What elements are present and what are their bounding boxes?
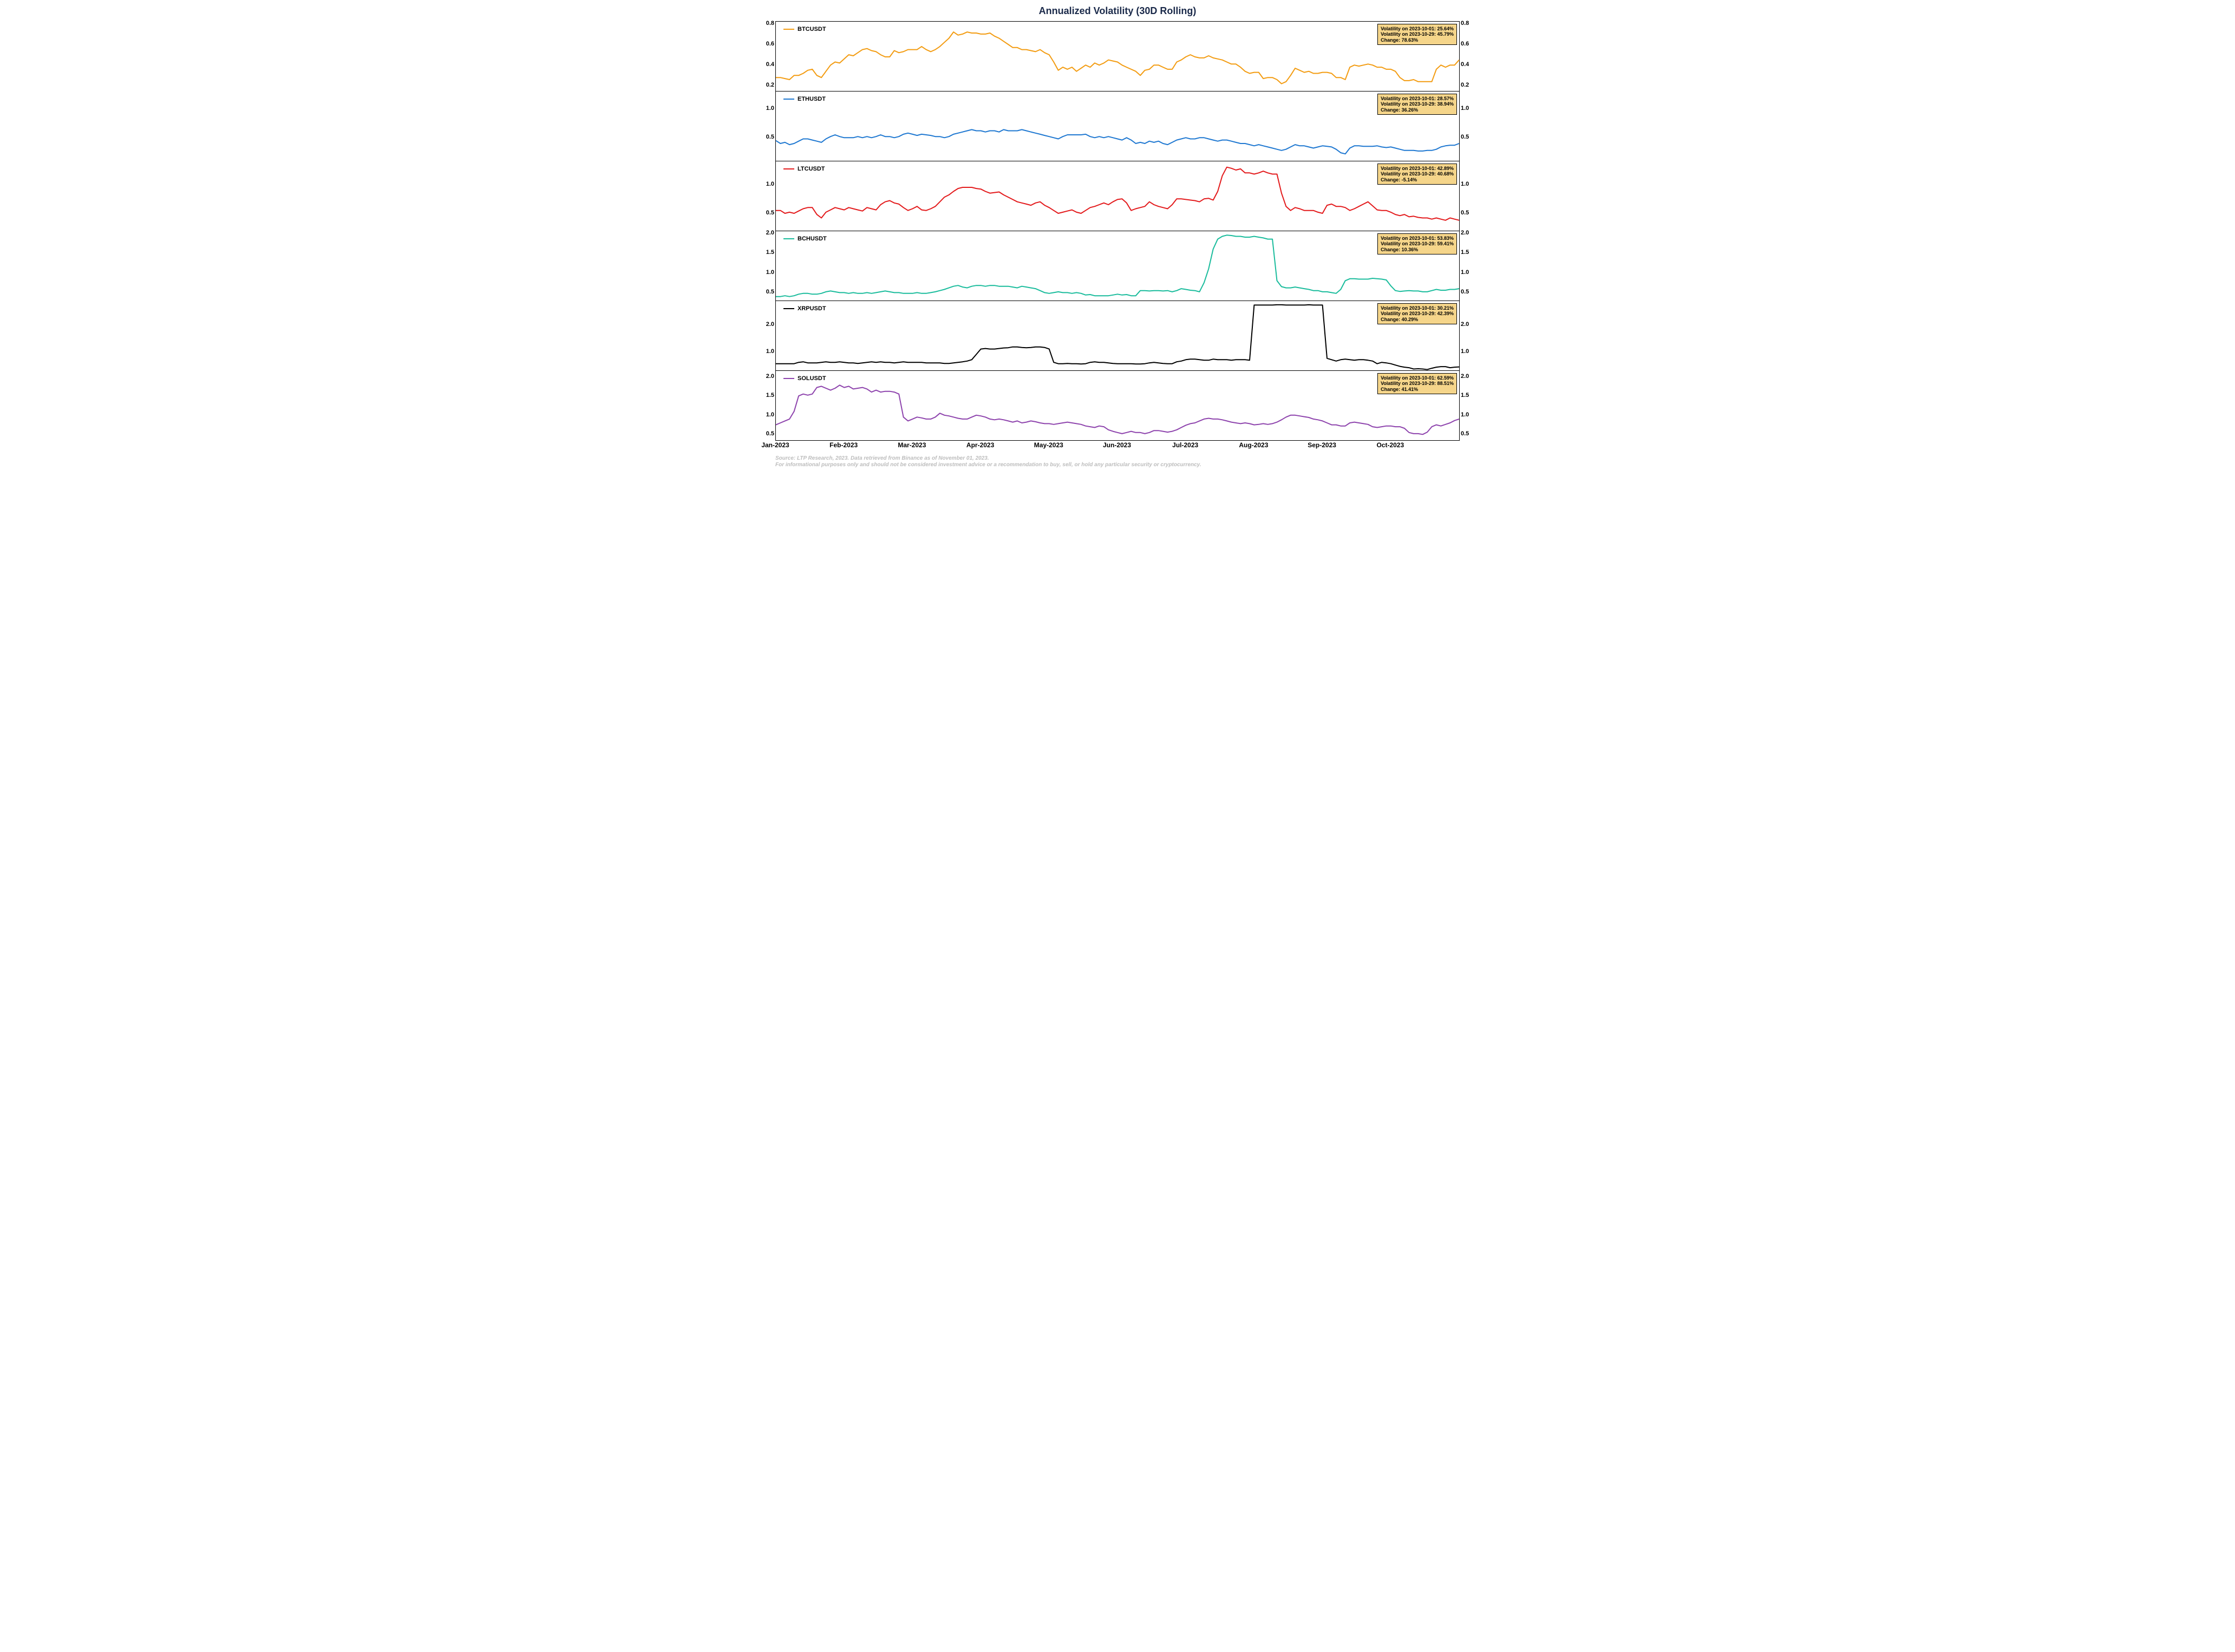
legend-label: XRPUSDT — [798, 305, 826, 312]
ytick-right: 0.2 — [1459, 82, 1469, 88]
ytick-left: 1.5 — [766, 392, 776, 399]
legend: BTCUSDT — [781, 25, 828, 34]
ytick-right: 1.5 — [1459, 249, 1469, 256]
infobox: Volatility on 2023-10-01: 42.89%Volatili… — [1377, 164, 1457, 185]
ytick-left: 0.5 — [766, 430, 776, 437]
charts-container: LTP 0.20.20.40.40.60.60.80.8BTCUSDTVolat… — [775, 21, 1460, 452]
xtick-label: Jul-2023 — [1172, 441, 1198, 449]
infobox: Volatility on 2023-10-01: 62.59%Volatili… — [1377, 373, 1457, 394]
ytick-right: 1.0 — [1459, 105, 1469, 112]
legend-swatch — [783, 308, 794, 309]
xtick-label: Mar-2023 — [898, 441, 926, 449]
ytick-left: 0.5 — [766, 210, 776, 216]
chart-line — [776, 92, 1459, 161]
panel-ltc: 0.50.51.01.0LTCUSDTVolatility on 2023-10… — [775, 161, 1460, 231]
ytick-left: 1.0 — [766, 269, 776, 276]
ytick-left: 0.8 — [766, 20, 776, 27]
chart-line — [776, 231, 1459, 301]
ytick-right: 2.0 — [1459, 373, 1469, 380]
legend-swatch — [783, 168, 794, 169]
legend-label: BTCUSDT — [798, 26, 826, 32]
ytick-left: 0.5 — [766, 289, 776, 295]
ytick-right: 2.0 — [1459, 230, 1469, 236]
ytick-right: 0.6 — [1459, 41, 1469, 47]
legend: ETHUSDT — [781, 95, 828, 103]
chart-title: Annualized Volatility (30D Rolling) — [775, 5, 1460, 17]
footer-disclaimer: For informational purposes only and shou… — [775, 462, 1460, 468]
footer: Source: LTP Research, 2023. Data retriev… — [775, 455, 1460, 468]
ytick-right: 1.5 — [1459, 392, 1469, 399]
ytick-left: 0.5 — [766, 134, 776, 140]
ytick-right: 0.8 — [1459, 20, 1469, 27]
chart-line — [776, 161, 1459, 231]
ytick-right: 1.0 — [1459, 181, 1469, 187]
chart-line — [776, 301, 1459, 370]
legend-label: SOLUSDT — [798, 375, 826, 382]
panel-eth: 0.50.51.01.0ETHUSDTVolatility on 2023-10… — [775, 91, 1460, 161]
chart-line — [776, 371, 1459, 440]
xtick-label: Sep-2023 — [1308, 441, 1336, 449]
ytick-left: 0.6 — [766, 41, 776, 47]
legend-label: LTCUSDT — [798, 166, 825, 172]
ytick-right: 0.5 — [1459, 210, 1469, 216]
xtick-label: Aug-2023 — [1239, 441, 1268, 449]
ytick-right: 1.0 — [1459, 269, 1469, 276]
infobox: Volatility on 2023-10-01: 53.83%Volatili… — [1377, 233, 1457, 254]
infobox: Volatility on 2023-10-01: 25.64%Volatili… — [1377, 24, 1457, 45]
ytick-left: 1.0 — [766, 412, 776, 418]
ytick-left: 1.0 — [766, 348, 776, 355]
xtick-label: Oct-2023 — [1376, 441, 1404, 449]
xtick-label: Jan-2023 — [761, 441, 789, 449]
ytick-right: 0.4 — [1459, 61, 1469, 68]
panel-btc: 0.20.20.40.40.60.60.80.8BTCUSDTVolatilit… — [775, 21, 1460, 92]
ytick-right: 1.0 — [1459, 348, 1469, 355]
legend-swatch — [783, 29, 794, 30]
ytick-left: 2.0 — [766, 321, 776, 328]
legend-label: ETHUSDT — [798, 96, 826, 102]
legend: SOLUSDT — [781, 374, 828, 383]
infobox: Volatility on 2023-10-01: 30.21%Volatili… — [1377, 303, 1457, 324]
legend-swatch — [783, 99, 794, 100]
legend-label: BCHUSDT — [798, 236, 827, 242]
ytick-left: 1.0 — [766, 181, 776, 187]
panel-bch: 0.50.51.01.01.51.52.02.0BCHUSDTVolatilit… — [775, 231, 1460, 301]
legend-swatch — [783, 238, 794, 239]
footer-source: Source: LTP Research, 2023. Data retriev… — [775, 455, 1460, 462]
legend: XRPUSDT — [781, 304, 828, 313]
ytick-left: 1.0 — [766, 105, 776, 112]
legend-swatch — [783, 378, 794, 379]
legend: BCHUSDT — [781, 234, 829, 243]
xtick-label: Apr-2023 — [966, 441, 994, 449]
ytick-left: 2.0 — [766, 230, 776, 236]
infobox: Volatility on 2023-10-01: 28.57%Volatili… — [1377, 94, 1457, 115]
chart-line — [776, 22, 1459, 91]
ytick-left: 2.0 — [766, 373, 776, 380]
ytick-right: 0.5 — [1459, 289, 1469, 295]
ytick-left: 1.5 — [766, 249, 776, 256]
ytick-right: 0.5 — [1459, 134, 1469, 140]
ytick-right: 2.0 — [1459, 321, 1469, 328]
xtick-label: Jun-2023 — [1103, 441, 1131, 449]
ytick-right: 1.0 — [1459, 412, 1469, 418]
legend: LTCUSDT — [781, 165, 827, 173]
panel-sol: 0.50.51.01.01.51.52.02.0SOLUSDTVolatilit… — [775, 370, 1460, 441]
xtick-label: May-2023 — [1034, 441, 1063, 449]
panel-xrp: 1.01.02.02.0XRPUSDTVolatility on 2023-10… — [775, 301, 1460, 371]
xtick-label: Feb-2023 — [829, 441, 858, 449]
ytick-left: 0.2 — [766, 82, 776, 88]
ytick-right: 0.5 — [1459, 430, 1469, 437]
x-axis: Jan-2023Feb-2023Mar-2023Apr-2023May-2023… — [775, 441, 1459, 452]
ytick-left: 0.4 — [766, 61, 776, 68]
